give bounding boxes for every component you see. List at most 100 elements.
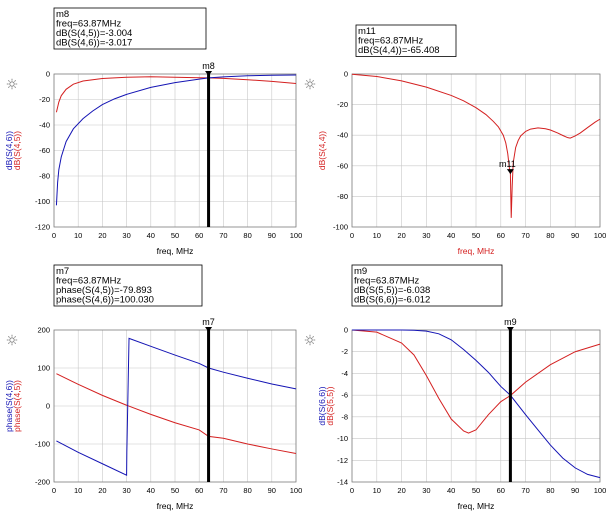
series-line-1	[351, 73, 601, 218]
x-tick-label: 50	[472, 486, 480, 495]
marker-readout-box	[53, 7, 207, 50]
y-tick-label: -60	[337, 161, 348, 170]
y-tick-label: -6	[341, 391, 348, 400]
y-tick-label: -60	[39, 146, 50, 155]
chart-bl: 0 10 20 30 40 50 60 70 80 90 100 200 100 0 -100 -200 fre…	[4, 264, 303, 511]
x-tick-label: 30	[122, 486, 130, 495]
y-tick-label: -120	[35, 223, 50, 232]
y-axis-label: dB(S(5,5))	[325, 386, 335, 425]
x-tick-label: 0	[350, 486, 354, 495]
x-tick-label: 70	[219, 486, 227, 495]
y-axis-label: phase(S(4,6))	[4, 380, 14, 432]
marker-triangle	[506, 327, 514, 332]
sun-icon	[6, 334, 18, 346]
x-tick-label: 30	[122, 231, 130, 240]
y-tick-label: -2	[341, 347, 348, 356]
y-tick-label: -10	[337, 434, 348, 443]
y-tick-label: -100	[35, 440, 50, 449]
x-tick-label: 50	[171, 231, 179, 240]
x-tick-label: 0	[350, 231, 354, 240]
x-tick-label: 10	[74, 231, 82, 240]
marker-readout-line: phase(S(4,5))=-79.893	[56, 285, 152, 296]
x-tick-label: 60	[497, 231, 505, 240]
marker-readout-box	[355, 24, 457, 57]
y-tick-label: -80	[337, 192, 348, 201]
x-tick-label: 30	[422, 486, 430, 495]
series-line-1	[351, 329, 601, 434]
x-tick-label: 50	[472, 231, 480, 240]
x-tick-label: 90	[571, 486, 579, 495]
y-tick-label: 0	[46, 402, 50, 411]
y-axis-label: dB(S(4,4))	[317, 131, 327, 170]
x-tick-label: 40	[147, 486, 155, 495]
chart-tl: 0 10 20 30 40 50 60 70 80 90 100 0 -20 -40 -60 -80 -100 -…	[4, 7, 303, 256]
sun-icon	[304, 334, 316, 346]
x-tick-label: 100	[594, 486, 607, 495]
x-tick-label: 40	[447, 486, 455, 495]
y-axis-label: dB(S(6,6))	[317, 386, 327, 425]
marker-readout-line: dB(S(4,6))=-3.017	[56, 38, 132, 49]
series-line-1	[56, 373, 297, 454]
x-tick-label: 80	[243, 486, 251, 495]
plot-frame	[53, 329, 297, 483]
y-tick-label: -100	[35, 197, 50, 206]
x-tick-label: 60	[195, 486, 203, 495]
y-tick-label: -8	[341, 412, 348, 421]
x-tick-label: 10	[373, 486, 381, 495]
x-tick-label: 100	[290, 231, 303, 240]
x-tick-label: 90	[268, 486, 276, 495]
x-tick-label: 0	[52, 231, 56, 240]
x-tick-label: 80	[546, 486, 554, 495]
y-tick-label: -100	[333, 223, 348, 232]
marker-readout-line: phase(S(4,6))=100.030	[56, 295, 154, 306]
x-tick-label: 20	[98, 231, 106, 240]
marker-name-label: m7	[202, 317, 215, 327]
series-line-2	[352, 329, 601, 479]
x-tick-label: 50	[171, 486, 179, 495]
y-axis-label: dB(S(4,5))	[12, 131, 22, 170]
series-line-2	[55, 74, 297, 206]
x-tick-label: 60	[497, 486, 505, 495]
x-tick-label: 20	[397, 231, 405, 240]
y-tick-label: 200	[37, 326, 50, 335]
x-axis-label: freq, MHz	[458, 246, 495, 256]
chart-br: 0 10 20 30 40 50 60 70 80 90 100 0 -2 -4 -6 -8 -10 -12 -14…	[304, 264, 607, 511]
marker-readout-line: freq=63.87MHz	[358, 36, 423, 47]
x-tick-label: 90	[571, 231, 579, 240]
marker-readout-line: m7	[56, 266, 69, 277]
x-axis-label: freq, MHz	[157, 501, 194, 511]
y-axis-label: phase(S(4,5))	[12, 380, 22, 432]
y-tick-label: -80	[39, 172, 50, 181]
marker-triangle	[205, 327, 213, 332]
x-axis-label: freq, MHz	[157, 246, 194, 256]
y-tick-label: -4	[341, 369, 348, 378]
marker-readout-line: dB(S(4,4))=-65.408	[358, 45, 440, 56]
marker-readout-line: dB(S(6,6))=-6.012	[354, 295, 430, 306]
x-tick-label: 70	[521, 231, 529, 240]
y-tick-label: -12	[337, 456, 348, 465]
x-tick-label: 40	[147, 231, 155, 240]
plot-frame	[351, 73, 601, 228]
marker-readout-box	[351, 264, 503, 307]
x-tick-label: 100	[290, 486, 303, 495]
y-tick-label: -40	[337, 131, 348, 140]
plot-frame	[351, 329, 601, 483]
x-tick-label: 40	[447, 231, 455, 240]
marker-readout-line: dB(S(4,5))=-3.004	[56, 28, 132, 39]
x-axis-label: freq, MHz	[458, 501, 495, 511]
chart-tr: 0 10 20 30 40 50 60 70 80 90 100 0 -20 -40 -60 -80 -100 f…	[304, 24, 606, 256]
marker-name-label: m11	[499, 159, 516, 169]
y-axis-label: dB(S(4,6))	[4, 131, 14, 170]
marker-name-label: m9	[504, 317, 517, 327]
x-tick-label: 80	[546, 231, 554, 240]
marker-name-label: m8	[202, 61, 215, 71]
x-tick-label: 70	[521, 486, 529, 495]
x-tick-label: 30	[422, 231, 430, 240]
y-tick-label: -40	[39, 121, 50, 130]
x-tick-label: 10	[74, 486, 82, 495]
marker-readout-line: m9	[354, 266, 367, 277]
marker-readout-line: m11	[358, 26, 376, 37]
y-tick-label: 100	[37, 364, 50, 373]
y-tick-label: 0	[344, 70, 348, 79]
